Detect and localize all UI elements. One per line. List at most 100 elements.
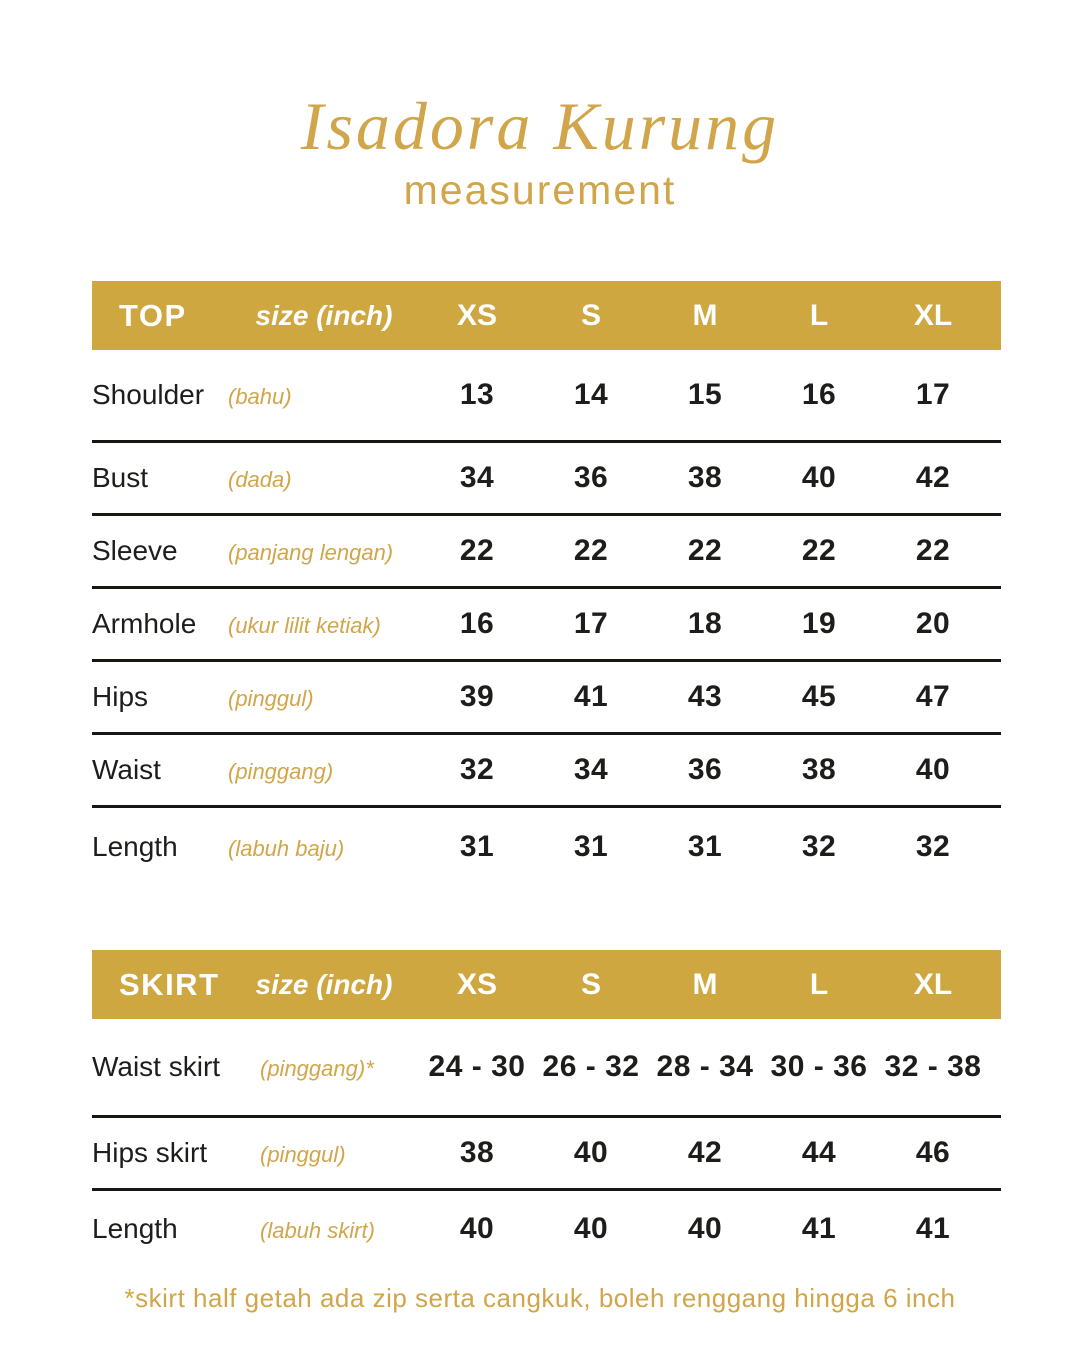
table-row-length-top: Length (labuh baju) 31 31 31 32 32 xyxy=(92,808,1001,886)
value-xl: 46 xyxy=(915,1136,951,1169)
row-label: Hips skirt xyxy=(92,1137,208,1168)
value-xl: 32 xyxy=(915,830,951,863)
value-xs: 22 xyxy=(459,534,495,567)
value-s: 22 xyxy=(573,534,609,567)
table-row-length-skirt: Length (labuh skirt) 40 40 40 41 41 xyxy=(92,1191,1001,1267)
row-label: Waist xyxy=(92,754,161,785)
value-s: 17 xyxy=(573,607,609,640)
value-l: 19 xyxy=(801,607,837,640)
column-header-xl: XL xyxy=(913,967,953,1001)
value-l: 16 xyxy=(801,378,837,411)
value-xl: 17 xyxy=(915,378,951,411)
row-translation: (ukur lilit ketiak) xyxy=(228,613,381,638)
top-table-header: TOP size (inch) XS S M L XL xyxy=(92,281,1001,350)
skirt-footnote: *skirt half getah ada zip serta cangkuk,… xyxy=(124,1283,956,1313)
value-m: 38 xyxy=(687,461,723,494)
value-xl: 41 xyxy=(915,1212,951,1245)
page-title: Isadora Kurung xyxy=(300,88,780,164)
value-xs: 34 xyxy=(459,461,495,494)
value-l: 40 xyxy=(801,461,837,494)
value-m: 22 xyxy=(687,534,723,567)
top-size-unit-label: size (inch) xyxy=(255,299,393,331)
top-size-table: TOP size (inch) XS S M L XL Shoulder (ba… xyxy=(92,281,1001,886)
column-header-m: M xyxy=(692,967,718,1001)
column-header-s: S xyxy=(580,967,601,1001)
row-label: Shoulder xyxy=(92,379,205,410)
column-header-l: L xyxy=(809,298,829,332)
row-translation: (pinggul) xyxy=(228,686,314,711)
row-label: Bust xyxy=(92,462,149,493)
value-l: 41 xyxy=(801,1212,837,1245)
value-xl: 40 xyxy=(915,753,951,786)
value-s: 40 xyxy=(573,1136,609,1169)
table-row-waist: Waist (pinggang) 32 34 36 38 40 xyxy=(92,735,1001,808)
skirt-table-header: SKIRT size (inch) XS S M L XL xyxy=(92,950,1001,1019)
column-header-xl: XL xyxy=(913,298,953,332)
skirt-table-title: SKIRT xyxy=(119,967,220,1002)
column-header-xs: XS xyxy=(456,298,498,332)
value-xs: 16 xyxy=(459,607,495,640)
page-header: Isadora Kurung measurement xyxy=(0,0,1080,211)
row-label: Hips xyxy=(92,681,149,712)
row-translation: (bahu) xyxy=(228,384,292,409)
row-label: Sleeve xyxy=(92,535,178,566)
value-m: 15 xyxy=(687,378,723,411)
row-translation: (labuh skirt) xyxy=(260,1218,375,1243)
value-m: 43 xyxy=(687,680,723,713)
value-m: 31 xyxy=(687,830,723,863)
value-s: 41 xyxy=(573,680,609,713)
value-s: 26 - 32 xyxy=(542,1050,640,1083)
column-header-s: S xyxy=(580,298,601,332)
page-subtitle: measurement xyxy=(403,167,677,213)
row-translation: (pinggang) xyxy=(228,759,334,784)
row-translation: (pinggul) xyxy=(260,1142,346,1167)
value-s: 31 xyxy=(573,830,609,863)
table-row-bust: Bust (dada) 34 36 38 40 42 xyxy=(92,443,1001,516)
table-row-armhole: Armhole (ukur lilit ketiak) 16 17 18 19 … xyxy=(92,589,1001,662)
value-xs: 31 xyxy=(459,830,495,863)
table-row-hips: Hips (pinggul) 39 41 43 45 47 xyxy=(92,662,1001,735)
value-xs: 38 xyxy=(459,1136,495,1169)
table-row-hips-skirt: Hips skirt (pinggul) 38 40 42 44 46 xyxy=(92,1118,1001,1191)
value-xs: 24 - 30 xyxy=(428,1050,526,1083)
value-m: 40 xyxy=(687,1212,723,1245)
value-l: 44 xyxy=(801,1136,837,1169)
value-l: 32 xyxy=(801,830,837,863)
value-xl: 32 - 38 xyxy=(884,1050,982,1083)
value-s: 36 xyxy=(573,461,609,494)
table-row-sleeve: Sleeve (panjang lengan) 22 22 22 22 22 xyxy=(92,516,1001,589)
column-header-l: L xyxy=(809,967,829,1001)
value-xs: 13 xyxy=(459,378,495,411)
column-header-m: M xyxy=(692,298,718,332)
value-s: 34 xyxy=(573,753,609,786)
value-xs: 40 xyxy=(459,1212,495,1245)
row-translation: (dada) xyxy=(228,467,292,492)
skirt-size-table: SKIRT size (inch) XS S M L XL Waist skir… xyxy=(92,950,1001,1267)
column-header-xs: XS xyxy=(456,967,498,1001)
value-m: 28 - 34 xyxy=(656,1050,754,1083)
value-xl: 22 xyxy=(915,534,951,567)
value-l: 22 xyxy=(801,534,837,567)
value-xs: 39 xyxy=(459,680,495,713)
row-translation: (pinggang)* xyxy=(260,1056,374,1081)
row-label: Waist skirt xyxy=(92,1051,221,1082)
table-row-waist-skirt: Waist skirt (pinggang)* 24 - 30 26 - 32 … xyxy=(92,1019,1001,1118)
value-l: 45 xyxy=(801,680,837,713)
row-translation: (labuh baju) xyxy=(228,836,345,861)
value-xl: 42 xyxy=(915,461,951,494)
skirt-size-unit-label: size (inch) xyxy=(255,968,393,1000)
value-xl: 47 xyxy=(915,680,951,713)
row-label: Length xyxy=(92,831,178,862)
value-s: 40 xyxy=(573,1212,609,1245)
value-l: 30 - 36 xyxy=(770,1050,868,1083)
top-table-title: TOP xyxy=(119,298,187,333)
table-row-shoulder: Shoulder (bahu) 13 14 15 16 17 xyxy=(92,350,1001,443)
value-xs: 32 xyxy=(459,753,495,786)
row-label: Length xyxy=(92,1213,178,1244)
value-m: 18 xyxy=(687,607,723,640)
value-xl: 20 xyxy=(915,607,951,640)
value-l: 38 xyxy=(801,753,837,786)
value-m: 42 xyxy=(687,1136,723,1169)
row-translation: (panjang lengan) xyxy=(228,540,394,565)
value-s: 14 xyxy=(573,378,609,411)
